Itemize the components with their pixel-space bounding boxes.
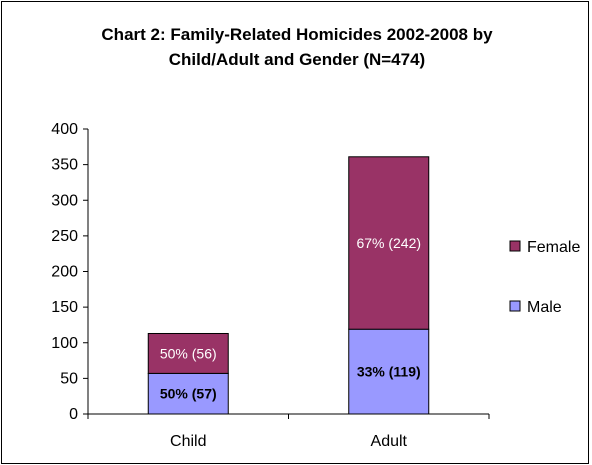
x-tick-label: Adult [371,433,408,450]
y-tick-label: 300 [51,192,78,209]
legend-label-male: Male [527,299,562,316]
y-tick-label: 50 [60,370,78,387]
y-tick-label: 350 [51,157,78,174]
x-tick-label: Child [170,433,206,450]
y-tick-label: 400 [51,121,78,138]
bar-female-child [147,332,229,374]
legend-swatch-male [509,300,521,312]
y-tick-label: 150 [51,299,78,316]
bar-male-adult [348,328,430,415]
data-label: 50% (57) [160,386,217,402]
data-label: 67% (242) [356,235,421,251]
bar-male-child [147,372,229,415]
y-tick-label: 100 [51,335,78,352]
bar-female-adult [348,156,430,330]
legend-swatch-female [509,240,521,252]
y-tick-label: 200 [51,264,78,281]
y-tick-label: 250 [51,228,78,245]
chart-title: Chart 2: Family-Related Homicides 2002-2… [101,25,493,69]
data-label: 33% (119) [357,364,421,380]
data-label: 50% (56) [160,345,217,361]
legend-label-female: Female [527,239,580,256]
y-tick-label: 0 [69,406,78,423]
